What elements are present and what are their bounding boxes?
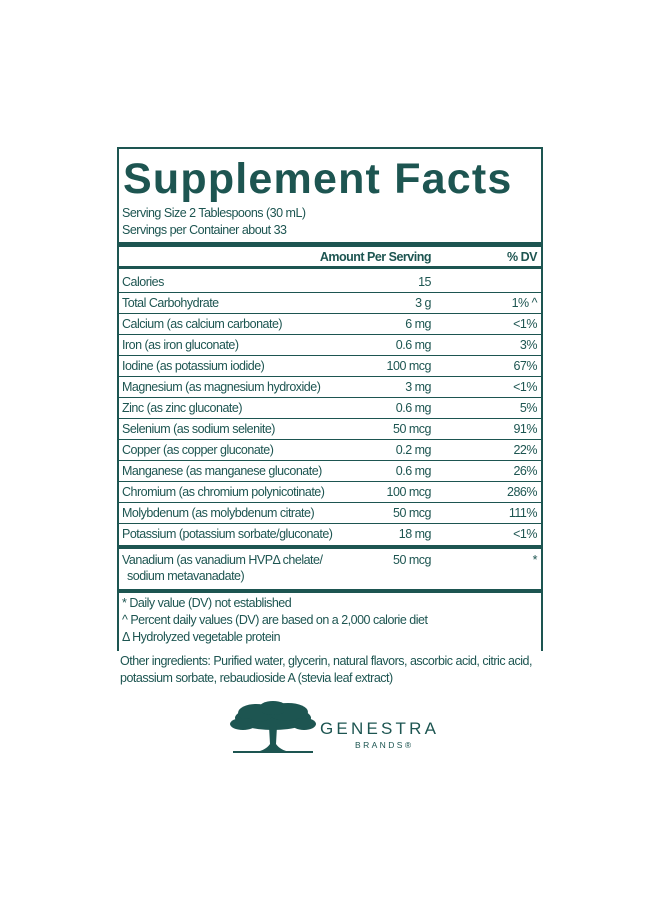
row-name: Total Carbohydrate <box>122 296 219 310</box>
nutrient-row: Iodine (as potassium iodide) 100 mcg 67% <box>119 355 541 377</box>
row-amount: 100 mcg <box>386 359 432 373</box>
row-name: Calcium (as calcium carbonate) <box>122 317 283 331</box>
row-amount: 50 mcg <box>393 553 432 567</box>
serving-size: Serving Size 2 Tablespoons (30 mL) <box>122 206 306 220</box>
nutrient-row: Magnesium (as magnesium hydroxide) 3 mg <1… <box>119 376 541 398</box>
row-amount: 50 mcg <box>393 506 432 520</box>
row-name: Vanadium (as vanadium HVPΔ chelate/ sodi… <box>122 553 323 583</box>
thick-rule <box>119 545 541 549</box>
row-dv: * <box>532 553 538 567</box>
nutrient-row: Selenium (as sodium selenite) 50 mcg 91% <box>119 418 541 440</box>
dv-header: % DV <box>507 250 537 264</box>
row-dv: 91% <box>513 422 537 436</box>
nutrient-row: Calories 15 <box>119 271 541 293</box>
servings-per-container: Servings per Container about 33 <box>122 223 287 237</box>
row-amount: 6 mg <box>405 317 431 331</box>
row-amount: 0.6 mg <box>395 401 432 415</box>
facts-panel: Supplement Facts Serving Size 2 Tablespo… <box>117 147 543 651</box>
nutrient-row: Iron (as iron gluconate) 0.6 mg 3% <box>119 334 541 356</box>
nutrient-row: Total Carbohydrate 3 g 1% ^ <box>119 292 541 314</box>
row-name: Selenium (as sodium selenite) <box>122 422 275 436</box>
thick-rule <box>119 242 541 247</box>
row-name: Iron (as iron gluconate) <box>122 338 239 352</box>
row-name: Copper (as copper gluconate) <box>122 443 274 457</box>
row-amount: 3 g <box>415 296 431 310</box>
row-amount: 100 mcg <box>386 485 432 499</box>
row-amount: 50 mcg <box>393 422 432 436</box>
footnote: Δ Hydrolyzed vegetable protein <box>122 630 281 644</box>
row-name: Molybdenum (as molybdenum citrate) <box>122 506 315 520</box>
row-dv: 22% <box>513 443 537 457</box>
row-name: Chromium (as chromium polynicotinate) <box>122 485 325 499</box>
title: Supplement Facts <box>123 155 513 203</box>
row-name: Iodine (as potassium iodide) <box>122 359 265 373</box>
other-ingredients: Other ingredients: Purified water, glyce… <box>120 654 532 685</box>
nutrient-row: Calcium (as calcium carbonate) 6 mg <1% <box>119 313 541 335</box>
row-dv: 5% <box>519 401 538 415</box>
thick-rule <box>119 589 541 593</box>
brand-sub: BRANDS® <box>355 740 414 750</box>
row-dv: <1% <box>513 527 537 541</box>
row-dv: <1% <box>513 317 537 331</box>
row-dv: 67% <box>513 359 537 373</box>
nutrient-row: Copper (as copper gluconate) 0.2 mg 22% <box>119 439 541 461</box>
row-dv: 3% <box>519 338 538 352</box>
row-dv: 26% <box>513 464 537 478</box>
nutrient-row: Manganese (as manganese gluconate) 0.6 mg… <box>119 460 541 482</box>
row-amount: 0.2 mg <box>395 443 432 457</box>
thick-rule <box>119 266 541 269</box>
nutrient-row: Potassium (potassium sorbate/gluconate) 1… <box>119 523 541 544</box>
amount-header: Amount Per Serving <box>319 250 432 264</box>
row-amount: 0.6 mg <box>395 464 432 478</box>
row-name: Magnesium (as magnesium hydroxide) <box>122 380 321 394</box>
row-name: Potassium (potassium sorbate/gluconate) <box>122 527 333 541</box>
footnote: ^ Percent daily values (DV) are based on… <box>122 613 428 627</box>
row-dv: 286% <box>507 485 537 499</box>
row-name: Calories <box>122 275 164 289</box>
row-dv: 1% ^ <box>511 296 538 310</box>
nutrient-row: Molybdenum (as molybdenum citrate) 50 mcg… <box>119 502 541 524</box>
row-name: Zinc (as zinc gluconate) <box>122 401 243 415</box>
brand-name: GENESTRA <box>320 719 440 738</box>
row-amount: 18 mg <box>398 527 432 541</box>
row-dv: <1% <box>513 380 537 394</box>
row-name: Manganese (as manganese gluconate) <box>122 464 322 478</box>
footnote: * Daily value (DV) not established <box>122 596 292 610</box>
row-dv: 111% <box>508 506 538 520</box>
row-amount: 15 <box>418 275 431 289</box>
row-amount: 3 mg <box>405 380 431 394</box>
nutrient-row: Chromium (as chromium polynicotinate) 100… <box>119 481 541 503</box>
nutrient-row: Zinc (as zinc gluconate) 0.6 mg 5% <box>119 397 541 419</box>
brand-logo <box>230 701 316 753</box>
row-amount: 0.6 mg <box>395 338 432 352</box>
